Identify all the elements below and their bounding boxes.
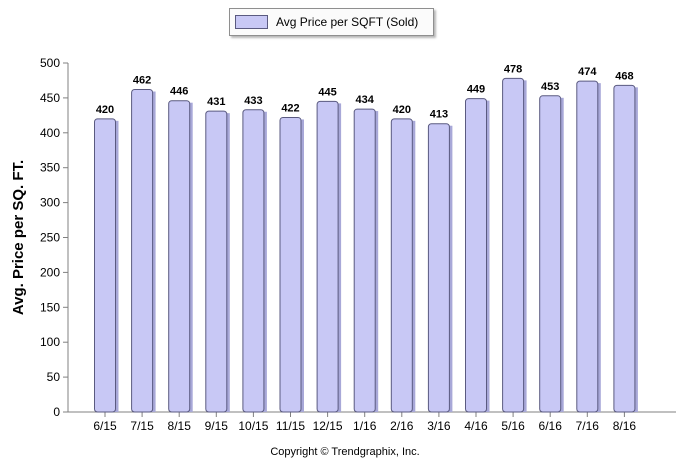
x-tick-label: 12/15 bbox=[313, 419, 343, 433]
bar bbox=[465, 98, 487, 413]
x-tick-label: 11/15 bbox=[276, 419, 305, 433]
data-label: 434 bbox=[356, 94, 375, 106]
x-tick-label: 2/16 bbox=[390, 419, 414, 433]
bar bbox=[205, 110, 228, 413]
x-tick-label: 9/15 bbox=[205, 419, 229, 433]
y-tick-label: 300 bbox=[40, 196, 60, 210]
legend-label: Avg Price per SQFT (Sold) bbox=[276, 15, 419, 29]
bar bbox=[427, 123, 450, 413]
bar bbox=[131, 89, 154, 413]
y-tick-label: 250 bbox=[40, 231, 60, 245]
y-tick-label: 0 bbox=[53, 405, 60, 419]
bar-side bbox=[633, 87, 638, 412]
bar bbox=[316, 100, 339, 413]
bar bbox=[353, 108, 376, 413]
y-tick-label: 450 bbox=[40, 91, 60, 105]
bar-side bbox=[596, 83, 601, 412]
bar bbox=[242, 109, 265, 413]
bar bbox=[502, 77, 525, 413]
y-axis-title: Avg. Price per SQ. FT. bbox=[9, 159, 27, 315]
bar-side bbox=[337, 103, 342, 412]
bar bbox=[539, 95, 562, 413]
x-tick-label: 6/16 bbox=[539, 419, 563, 433]
bar-side bbox=[522, 80, 527, 412]
x-tick-label: 5/16 bbox=[501, 419, 525, 433]
data-label: 478 bbox=[504, 63, 522, 75]
data-label: 474 bbox=[578, 66, 597, 78]
bar-side bbox=[188, 102, 193, 412]
x-tick-label: 8/15 bbox=[168, 419, 192, 433]
y-tick-label: 150 bbox=[40, 300, 60, 314]
data-label: 420 bbox=[393, 104, 411, 116]
data-label: 449 bbox=[467, 84, 485, 96]
x-tick-label: 1/16 bbox=[353, 419, 377, 433]
bar bbox=[279, 116, 302, 413]
legend: Avg Price per SQFT (Sold) bbox=[229, 8, 434, 36]
bar-side bbox=[448, 125, 453, 412]
data-label: 462 bbox=[133, 75, 151, 87]
y-tick-label: 50 bbox=[47, 370, 61, 384]
bars: 420 462 446 431 433 422 445 434 420 413 449 478 453 4… bbox=[94, 63, 638, 413]
data-label: 445 bbox=[318, 86, 336, 98]
y-tick-label: 400 bbox=[40, 126, 60, 140]
bar-side bbox=[411, 120, 416, 412]
y-tick-label: 200 bbox=[40, 265, 60, 279]
x-tick-label: 7/16 bbox=[576, 419, 600, 433]
bar-side bbox=[300, 119, 304, 412]
bar bbox=[390, 118, 413, 413]
bar bbox=[613, 84, 636, 413]
x-tick-label: 7/15 bbox=[130, 419, 154, 433]
y-tick-label: 500 bbox=[40, 56, 60, 70]
bar-side bbox=[559, 97, 564, 412]
bar-side bbox=[225, 113, 230, 413]
x-tick-label: 4/16 bbox=[464, 419, 488, 433]
bar-side bbox=[262, 111, 267, 413]
data-label: 431 bbox=[207, 96, 225, 108]
x-tick-label: 8/16 bbox=[613, 419, 637, 433]
y-tick-label: 350 bbox=[40, 161, 60, 175]
y-tick-label: 100 bbox=[40, 335, 60, 349]
axes: 0 50 100 150 200 250 300 350 400 450 500 6/15 7/15 8/… bbox=[40, 56, 676, 433]
data-label: 413 bbox=[430, 109, 448, 121]
data-label: 433 bbox=[244, 95, 262, 107]
x-tick-label: 10/15 bbox=[238, 419, 268, 433]
bar bbox=[94, 118, 116, 413]
data-label: 422 bbox=[281, 102, 299, 114]
bar-side bbox=[151, 91, 156, 413]
bar-side bbox=[374, 111, 379, 413]
bar bbox=[168, 100, 191, 413]
bar-side bbox=[485, 100, 490, 413]
x-tick-label: 3/16 bbox=[427, 419, 451, 433]
data-label: 420 bbox=[96, 104, 114, 116]
data-label: 468 bbox=[615, 70, 633, 82]
x-tick-label: 6/15 bbox=[93, 419, 117, 433]
data-label: 446 bbox=[170, 86, 188, 98]
data-label: 453 bbox=[541, 81, 559, 93]
legend-swatch bbox=[235, 15, 268, 29]
bar bbox=[576, 80, 599, 413]
bar-side bbox=[114, 120, 119, 412]
copyright-text: Copyright © Trendgraphix, Inc. bbox=[270, 446, 420, 458]
